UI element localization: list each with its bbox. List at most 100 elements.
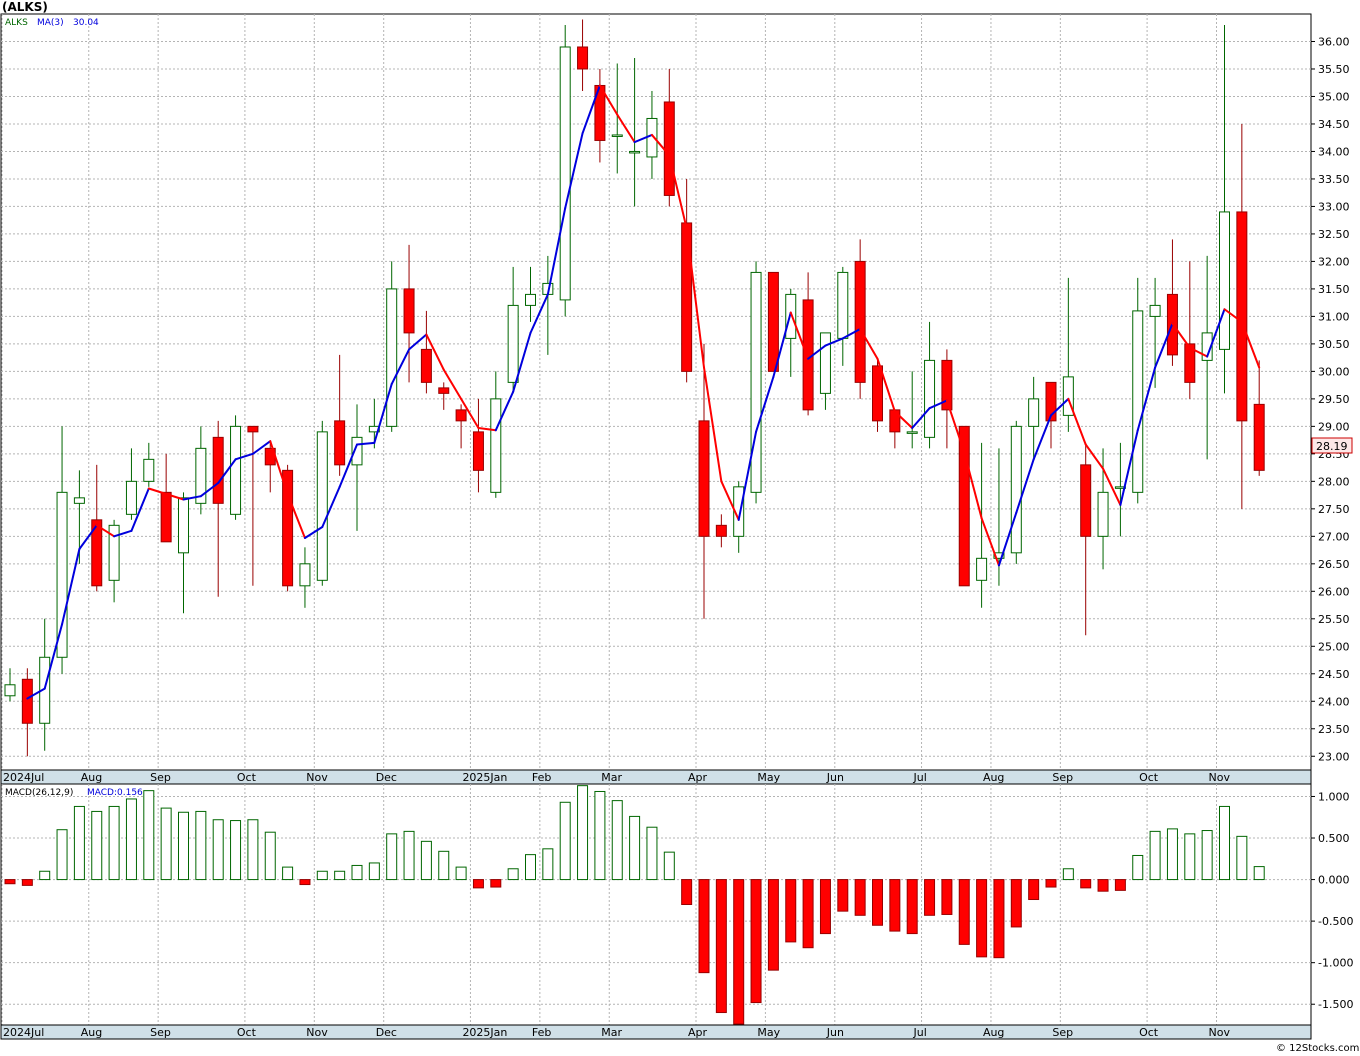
candle (351, 404, 363, 531)
macd-bar (143, 790, 155, 881)
macd-x-tick-label: Sep (1052, 1026, 1073, 1039)
ma-segment (1240, 320, 1261, 369)
candle-body (438, 387, 450, 394)
macd-bar (542, 848, 554, 881)
price-y-tick-label: 24.50 (1318, 668, 1350, 681)
price-y-tick-label: 25.50 (1318, 613, 1350, 626)
candle (1028, 376, 1040, 460)
macd-bar (108, 805, 120, 881)
macd-x-tick-label: Dec (376, 1026, 397, 1039)
candle-body (906, 431, 918, 434)
candle-body (715, 524, 727, 537)
candle-body (351, 436, 363, 466)
ma-segment (251, 440, 272, 455)
macd-bar (872, 879, 883, 926)
ma-segment (425, 333, 445, 371)
macd-bar (455, 866, 467, 881)
price-y-tick-label: 24.00 (1318, 695, 1350, 708)
macd-bar (1219, 805, 1230, 881)
candle-body (698, 420, 710, 537)
ma-segment (165, 492, 185, 501)
price-x-tick-label: Nov (1209, 771, 1231, 784)
price-x-tick-label: 2024Jul (3, 771, 44, 784)
macd-bar (1045, 879, 1057, 888)
candle-body (455, 409, 467, 422)
price-y-tick-label: 31.50 (1318, 283, 1350, 296)
candle (525, 266, 536, 322)
macd-bar (1253, 866, 1265, 881)
macd-x-tick-label: Aug (81, 1026, 102, 1039)
candle-body (73, 497, 85, 504)
ma-segment (841, 328, 862, 340)
candle-body (507, 304, 519, 383)
macd-bar (4, 879, 16, 885)
price-y-tick-label: 30.00 (1318, 365, 1350, 378)
candle-body (1201, 332, 1213, 361)
candle-body (854, 260, 866, 383)
macd-bar (767, 879, 779, 971)
ma-segment (356, 441, 376, 446)
candle (1201, 255, 1213, 460)
candle-body (160, 491, 172, 543)
candle (750, 261, 762, 504)
macd-bar (1201, 830, 1213, 881)
ma-segment (824, 337, 844, 347)
candle (403, 244, 415, 383)
macd-legend-value: MACD:0.156 (87, 788, 143, 798)
candle-body (681, 222, 693, 372)
candle (178, 492, 189, 614)
candle (629, 57, 641, 207)
macd-bar (577, 785, 589, 881)
candle-body (1219, 211, 1230, 350)
candle-body (490, 398, 502, 493)
price-y-tick-label: 23.00 (1318, 750, 1350, 763)
candle (611, 63, 623, 174)
ma-segment (95, 524, 116, 538)
macd-bar (316, 870, 328, 881)
macd-bar (1028, 879, 1040, 901)
macd-histogram (4, 785, 1265, 1025)
macd-bar (924, 879, 936, 916)
candle-body (663, 101, 675, 196)
ma-segment (147, 487, 168, 495)
ma-segment (1206, 308, 1226, 358)
macd-bar (39, 870, 51, 881)
price-y-tick-label: 26.00 (1318, 585, 1350, 598)
macd-bar (73, 805, 85, 881)
candle (143, 442, 155, 487)
price-y-tick-label: 30.50 (1318, 338, 1350, 351)
macd-bar (125, 798, 137, 881)
legend-ma-label: MA(3) (37, 18, 64, 28)
macd-bar (646, 826, 658, 881)
macd-bar (1184, 833, 1196, 881)
ma-segment (546, 207, 567, 296)
macd-x-axis: 2024Jul Aug Sep Oct Nov Dec 2025Jan Feb Mar Apr Ma… (3, 1026, 1230, 1039)
macd-bar (958, 879, 970, 945)
ma-segment (772, 311, 792, 378)
price-x-tick-label: Sep (1052, 771, 1073, 784)
candle (854, 239, 866, 399)
price-x-tick-label: Jun (826, 771, 844, 784)
macd-bar (490, 879, 502, 888)
ma-segment (1067, 397, 1087, 446)
candle (941, 349, 953, 449)
candle-body (785, 293, 797, 339)
candle-body (1028, 398, 1040, 427)
macd-bar (1149, 830, 1161, 881)
macd-bar (299, 879, 311, 886)
candle (39, 618, 51, 751)
ma-segment (685, 227, 705, 369)
candle-body (334, 420, 346, 466)
macd-bar (941, 879, 953, 915)
candle-body (178, 497, 189, 554)
ma-segment (859, 328, 879, 360)
macd-x-tick-label: 2024Jul (3, 1026, 44, 1039)
macd-bar (1166, 828, 1178, 881)
candle-body (143, 458, 155, 482)
ma-segment (807, 344, 827, 360)
macd-bar (837, 879, 849, 912)
ma-segment (755, 375, 775, 433)
ma-segment (1050, 397, 1070, 417)
price-x-axis: 2024Jul Aug Sep Oct Nov Dec 2025Jan Feb Mar Apr Ma… (3, 771, 1230, 784)
